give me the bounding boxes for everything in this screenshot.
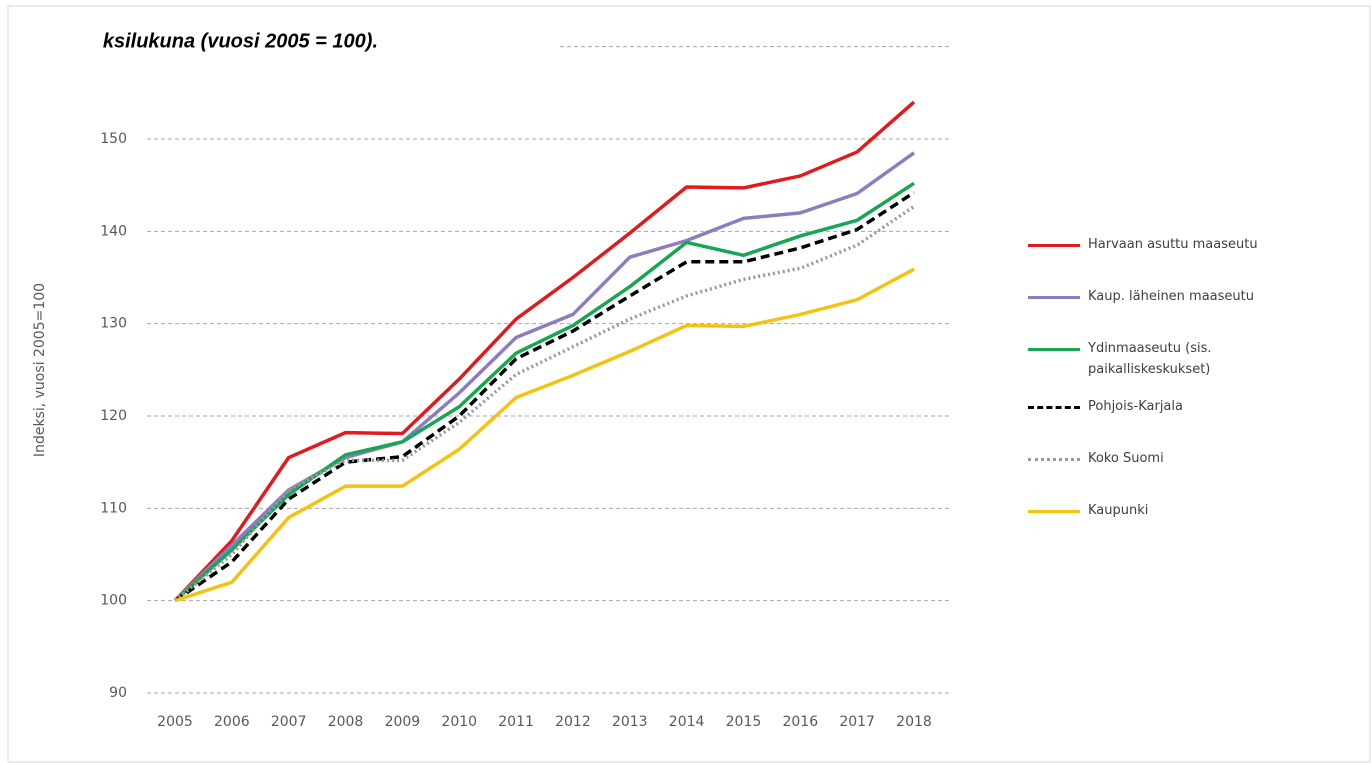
legend-item: Pohjois-Karjala (1028, 399, 1328, 454)
legend-item: Ydinmaaseutu (sis. paikalliskeskukset) (1028, 341, 1328, 402)
x-tick-label: 2007 (271, 714, 307, 730)
x-tick-label: 2005 (157, 714, 193, 730)
series-line (174, 267, 915, 603)
series-line (173, 100, 916, 602)
series-line (173, 151, 916, 602)
series-line (173, 181, 915, 602)
y-tick-label: 90 (109, 685, 127, 701)
chart-frame (7, 5, 1371, 763)
legend-swatch (1028, 244, 1080, 247)
x-tick-label: 2012 (555, 714, 591, 730)
x-tick-label: 2018 (896, 714, 932, 730)
legend-swatch (1028, 510, 1080, 513)
legend-item: Kaupunki (1028, 503, 1328, 558)
y-tick-label: 150 (100, 131, 127, 147)
series-line (174, 191, 915, 603)
series-line (173, 204, 915, 603)
legend-label: Pohjois-Karjala (1088, 399, 1183, 414)
x-tick-label: 2011 (498, 714, 534, 730)
y-tick-label: 130 (100, 316, 127, 332)
legend-label: Koko Suomi (1088, 451, 1164, 466)
y-tick-label: 100 (100, 593, 127, 609)
x-tick-label: 2016 (782, 714, 818, 730)
x-tick-label: 2014 (669, 714, 705, 730)
legend-label: Kaupunki (1088, 503, 1149, 518)
x-tick-label: 2013 (612, 714, 648, 730)
y-tick-label: 140 (100, 223, 127, 239)
legend-swatch (1028, 348, 1080, 351)
y-axis-label: Indeksi, vuosi 2005=100 (32, 283, 48, 457)
x-tick-label: 2010 (441, 714, 477, 730)
legend-item: Kaup. läheinen maaseutu (1028, 289, 1328, 344)
legend-label: Ydinmaaseutu (sis. paikalliskeskukset) (1088, 341, 1212, 377)
legend-label: Harvaan asuttu maaseutu (1088, 237, 1258, 252)
legend-label: Kaup. läheinen maaseutu (1088, 289, 1254, 304)
legend-item: Harvaan asuttu maaseutu (1028, 237, 1328, 292)
x-tick-label: 2008 (328, 714, 364, 730)
x-tick-label: 2017 (839, 714, 875, 730)
x-tick-label: 2015 (726, 714, 762, 730)
y-tick-label: 120 (100, 408, 127, 424)
legend-item: Koko Suomi (1028, 451, 1328, 506)
x-tick-label: 2006 (214, 714, 250, 730)
legend: Harvaan asuttu maaseutu Kaup. läheinen ma… (1028, 237, 1328, 558)
y-tick-label: 110 (100, 500, 127, 516)
legend-swatch (1028, 406, 1080, 409)
legend-swatch (1028, 296, 1080, 299)
chart-title: ksilukuna (vuosi 2005 = 100). (103, 30, 378, 52)
x-tick-label: 2009 (385, 714, 421, 730)
legend-swatch (1028, 458, 1080, 461)
